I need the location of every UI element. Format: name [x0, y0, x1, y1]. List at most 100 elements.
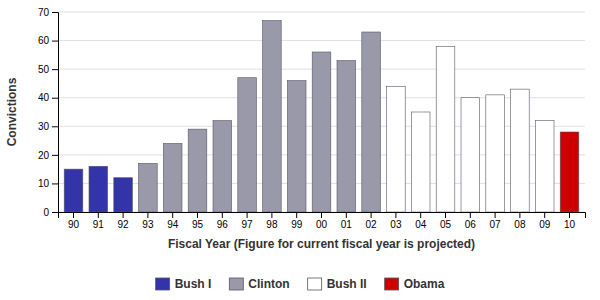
legend-label: Clinton — [248, 277, 289, 291]
tick: 10 — [38, 178, 58, 189]
tick-mark — [519, 212, 520, 218]
tick-label: 0 — [43, 207, 49, 218]
tick: 95 — [192, 212, 204, 230]
bar — [362, 32, 381, 212]
tick-label: 93 — [142, 219, 154, 230]
tick-label: 02 — [366, 219, 378, 230]
bar — [560, 132, 579, 212]
tick-label: 00 — [316, 219, 328, 230]
tick-label: 08 — [514, 219, 526, 230]
bar — [436, 46, 455, 212]
axis-line — [59, 213, 586, 219]
tick-label: 94 — [167, 219, 179, 230]
tick-mark — [98, 212, 99, 218]
bar — [213, 121, 232, 212]
tick-label: 92 — [118, 219, 130, 230]
tick-mark — [420, 212, 421, 218]
bar — [163, 143, 182, 212]
tick-mark — [123, 212, 124, 218]
tick-label: 50 — [38, 64, 50, 75]
tick-mark — [395, 212, 396, 218]
tick: 98 — [266, 212, 278, 230]
tick: 04 — [415, 212, 427, 230]
tick: 94 — [167, 212, 179, 230]
tick: 30 — [38, 121, 58, 132]
tick-mark — [544, 212, 545, 218]
legend-item: Bush I — [156, 277, 212, 291]
legend-label: Bush I — [175, 277, 212, 291]
tick-mark — [197, 212, 198, 218]
tick-mark — [172, 212, 173, 218]
tick: 10 — [564, 212, 576, 230]
legend-swatch — [229, 278, 243, 290]
legend-item: Clinton — [229, 277, 289, 291]
chart: 0102030405060709091929394959697989900010… — [0, 0, 600, 300]
tick-label: 07 — [490, 219, 502, 230]
tick-label: 03 — [390, 219, 402, 230]
tick-label: 10 — [564, 219, 576, 230]
legend-label: Obama — [404, 277, 445, 291]
axis-line — [52, 13, 59, 213]
y-axis-title: Convictions — [5, 77, 19, 146]
tick: 91 — [93, 212, 105, 230]
legend: Bush I Clinton Bush II Obama — [156, 277, 445, 291]
tick: 09 — [539, 212, 551, 230]
tick-mark — [271, 212, 272, 218]
legend-swatch — [385, 278, 399, 290]
bars — [64, 21, 579, 212]
tick-mark — [247, 212, 248, 218]
x-axis: 9091929394959697989900010203040506070809… — [59, 212, 586, 230]
tick-mark — [52, 212, 58, 213]
legend-swatch — [308, 278, 322, 290]
tick-label: 97 — [242, 219, 254, 230]
tick-label: 40 — [38, 92, 50, 103]
bar — [387, 86, 406, 212]
legend-item: Bush II — [308, 277, 367, 291]
bar — [238, 78, 257, 212]
tick-label: 91 — [93, 219, 105, 230]
tick-mark — [371, 212, 372, 218]
tick-label: 09 — [539, 219, 551, 230]
grid — [58, 12, 585, 212]
tick-mark — [52, 183, 58, 184]
tick-label: 60 — [38, 35, 50, 46]
tick: 99 — [291, 212, 303, 230]
bar — [337, 61, 356, 212]
tick-mark — [470, 212, 471, 218]
tick: 92 — [118, 212, 130, 230]
tick: 02 — [366, 212, 378, 230]
bar — [263, 21, 282, 212]
legend-item: Obama — [385, 277, 445, 291]
tick-mark — [321, 212, 322, 218]
legend-label: Bush II — [327, 277, 367, 291]
tick: 20 — [38, 150, 58, 161]
tick-label: 30 — [38, 121, 50, 132]
tick-mark — [569, 212, 570, 218]
tick: 60 — [38, 35, 58, 46]
tick-mark — [52, 41, 58, 42]
tick: 00 — [316, 212, 328, 230]
tick-label: 98 — [266, 219, 278, 230]
bar — [511, 89, 530, 212]
tick-label: 70 — [38, 7, 50, 18]
bar — [114, 178, 133, 212]
bar — [89, 166, 108, 212]
bar — [139, 163, 158, 212]
bar — [312, 52, 331, 212]
x-axis-title: Fiscal Year (Figure for current fiscal y… — [168, 237, 475, 251]
tick-label: 96 — [217, 219, 229, 230]
bar — [287, 81, 306, 212]
bar — [411, 112, 430, 212]
legend-swatch — [156, 278, 170, 290]
grid-line — [58, 12, 585, 13]
tick-label: 06 — [465, 219, 477, 230]
tick-label: 99 — [291, 219, 303, 230]
tick: 08 — [514, 212, 526, 230]
bar — [188, 129, 207, 212]
tick-label: 04 — [415, 219, 427, 230]
tick-label: 90 — [68, 219, 80, 230]
tick-mark — [346, 212, 347, 218]
tick-mark — [495, 212, 496, 218]
tick: 07 — [490, 212, 502, 230]
tick-mark — [52, 12, 58, 13]
